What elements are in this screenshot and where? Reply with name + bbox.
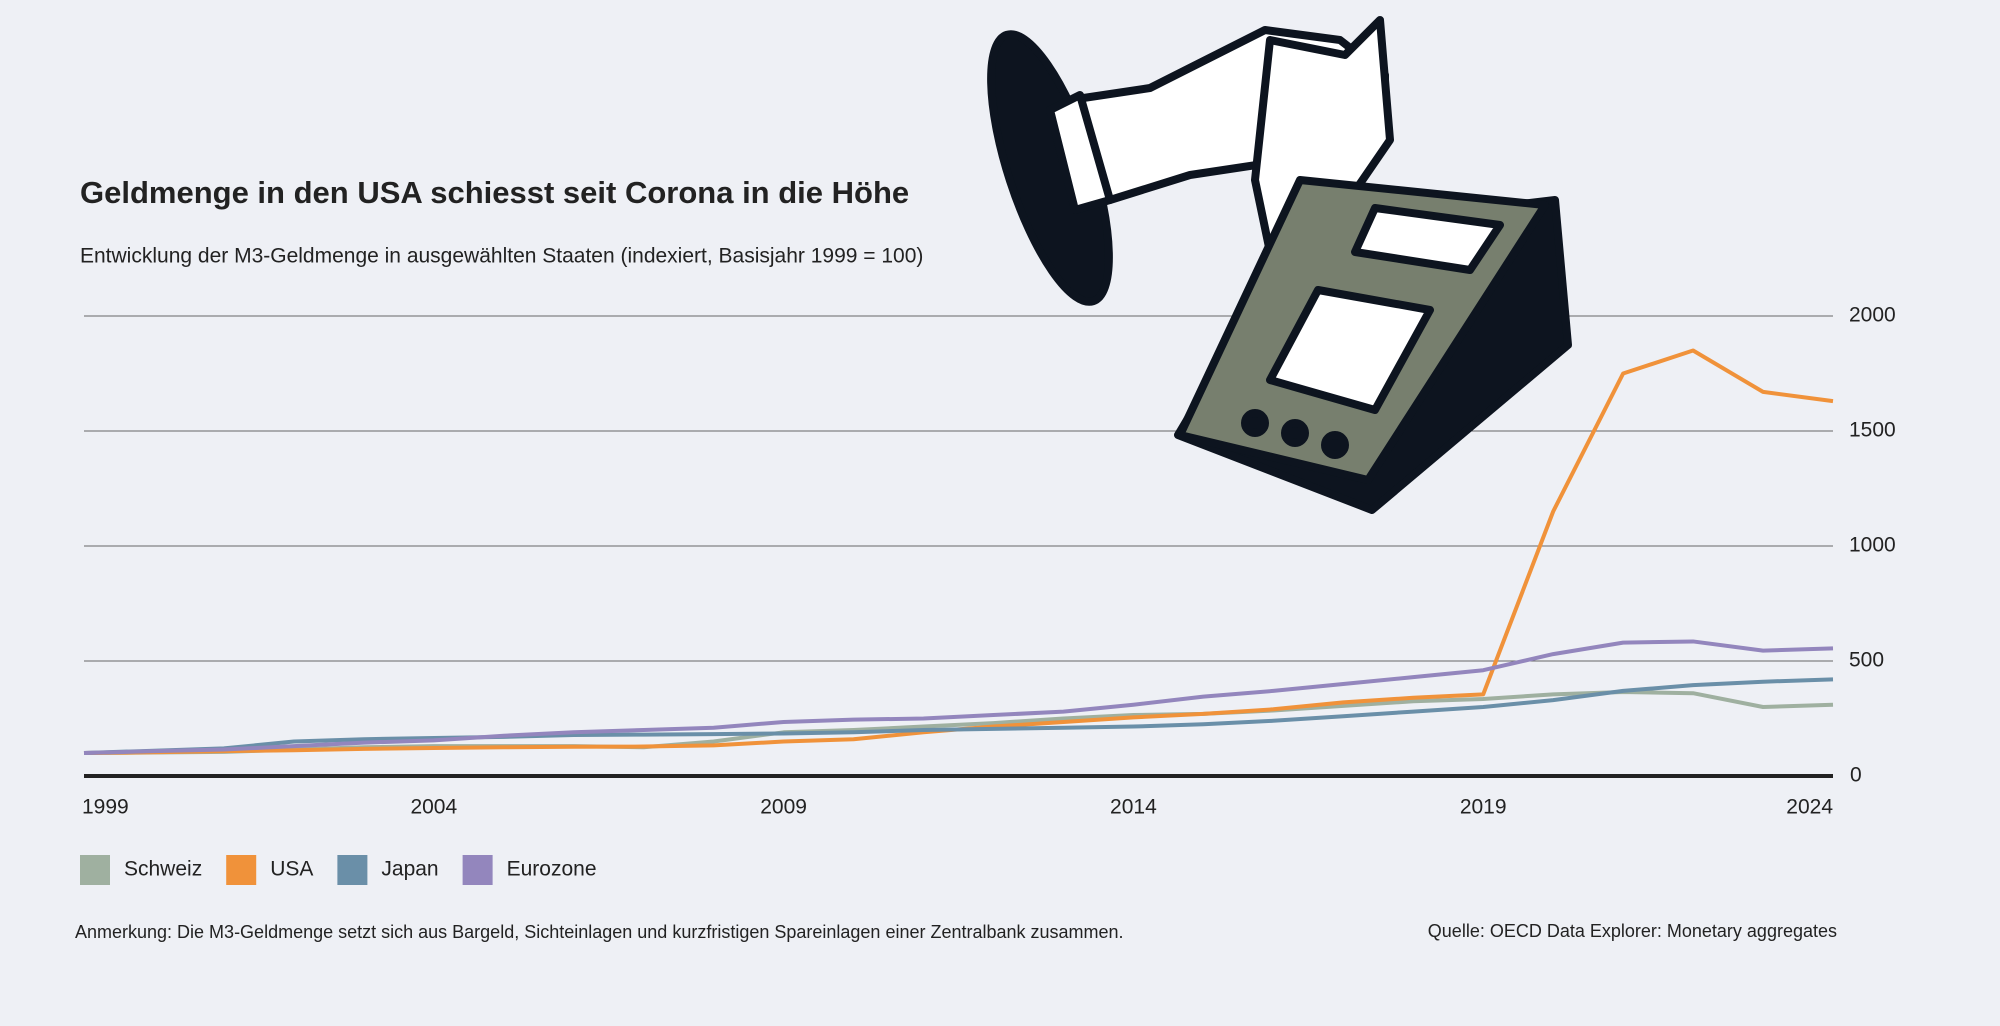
legend-label: Japan xyxy=(381,858,438,881)
x-tick-label: 2004 xyxy=(410,796,457,819)
legend-label: Schweiz xyxy=(124,858,202,881)
y-tick-label: 1000 xyxy=(1849,534,1896,557)
legend-label: Eurozone xyxy=(507,858,597,881)
cuff xyxy=(1046,91,1114,214)
note: Anmerkung: Die M3-Geldmenge setzt sich a… xyxy=(75,922,1124,942)
y-tick-label: 2000 xyxy=(1849,304,1896,327)
legend-label: USA xyxy=(270,858,313,881)
illustration xyxy=(987,16,1572,514)
x-tick-label: 2009 xyxy=(760,796,807,819)
chart-title: Geldmenge in den USA schiesst seit Coron… xyxy=(80,175,909,210)
x-tick-label: 2024 xyxy=(1786,796,1833,819)
button xyxy=(1321,431,1349,459)
series-line xyxy=(83,639,1834,755)
x-tick-label: 2019 xyxy=(1460,796,1507,819)
y-tick-label: 0 xyxy=(1850,764,1862,787)
legend-swatch xyxy=(226,855,257,885)
y-tick-label: 1500 xyxy=(1849,419,1896,442)
terminal-screen xyxy=(1351,204,1504,274)
legend-swatch xyxy=(462,855,493,885)
y-tick-label: 500 xyxy=(1849,649,1884,672)
legend-swatch xyxy=(337,855,368,885)
chart-subtitle: Entwicklung der M3-Geldmenge in ausgewäh… xyxy=(80,245,923,268)
keypad xyxy=(1266,286,1434,414)
legend-swatch xyxy=(80,855,110,885)
button xyxy=(1241,409,1269,437)
plot: 0 500 1000 1500 2000 1999 2004 2009 2014 2019 2024… xyxy=(80,304,1896,885)
source: Quelle: OECD Data Explorer: Monetary agg… xyxy=(1428,921,1837,941)
series-line xyxy=(83,677,1834,755)
button xyxy=(1281,419,1309,447)
x-tick-label: 2014 xyxy=(1110,796,1157,819)
x-tick-label: 1999 xyxy=(82,796,129,819)
